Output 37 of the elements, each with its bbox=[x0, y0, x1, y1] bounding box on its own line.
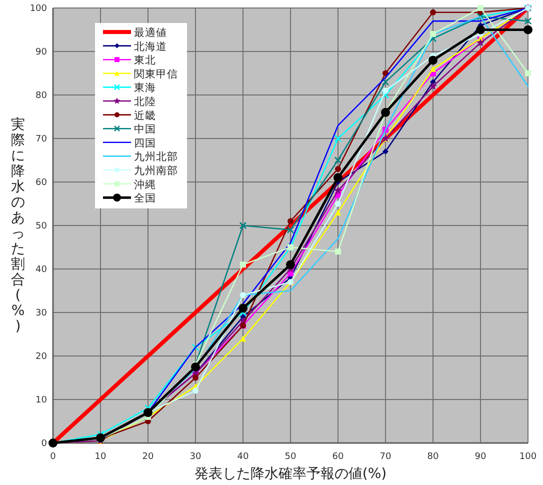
x-tick-label: 70 bbox=[380, 452, 392, 462]
y-tick-label: 60 bbox=[36, 178, 48, 188]
y-tick-label: 90 bbox=[36, 48, 48, 58]
y-tick-label: 100 bbox=[30, 4, 48, 14]
legend-label: 九州南部 bbox=[134, 164, 178, 177]
text: 実際に降水のあった割合(%) bbox=[11, 117, 25, 334]
legend-label: 東北 bbox=[134, 54, 156, 67]
y-tick-label: 10 bbox=[36, 396, 48, 406]
x-tick-label: 30 bbox=[190, 452, 202, 462]
legend-label: 全国 bbox=[134, 192, 156, 205]
y-tick-label: 80 bbox=[36, 91, 48, 101]
legend-label: 東海 bbox=[134, 81, 156, 94]
x-tick-label: 60 bbox=[332, 452, 344, 462]
legend-label: 近畿 bbox=[134, 108, 156, 122]
y-tick-label: 70 bbox=[36, 134, 48, 144]
x-tick-label: 0 bbox=[50, 452, 56, 462]
legend-label: 関東甲信 bbox=[134, 67, 178, 80]
y-tick-label: 30 bbox=[36, 308, 48, 318]
legend-label: 沖縄 bbox=[134, 178, 156, 191]
legend-label: 中国 bbox=[134, 122, 156, 136]
legend-label: 北海道 bbox=[134, 40, 167, 53]
legend-label: 北陸 bbox=[134, 95, 156, 108]
x-axis-title: 発表した降水確率予報の値(%) bbox=[194, 466, 387, 482]
x-tick-label: 10 bbox=[94, 452, 106, 462]
y-tick-label: 50 bbox=[36, 222, 48, 232]
legend-label: 四国 bbox=[134, 137, 156, 150]
x-tick-label: 40 bbox=[237, 452, 249, 462]
y-tick-label: 20 bbox=[36, 352, 48, 362]
legend-label: 最適値 bbox=[134, 26, 167, 39]
legend-label: 九州北部 bbox=[134, 150, 178, 164]
x-tick-label: 90 bbox=[474, 452, 486, 462]
y-tick-label: 40 bbox=[36, 265, 48, 275]
x-tick-label: 50 bbox=[284, 452, 296, 462]
y-tick-label: 0 bbox=[41, 439, 48, 449]
x-tick-label: 80 bbox=[427, 452, 439, 462]
x-tick-label: 20 bbox=[142, 452, 154, 462]
x-tick-label: 100 bbox=[519, 452, 537, 462]
